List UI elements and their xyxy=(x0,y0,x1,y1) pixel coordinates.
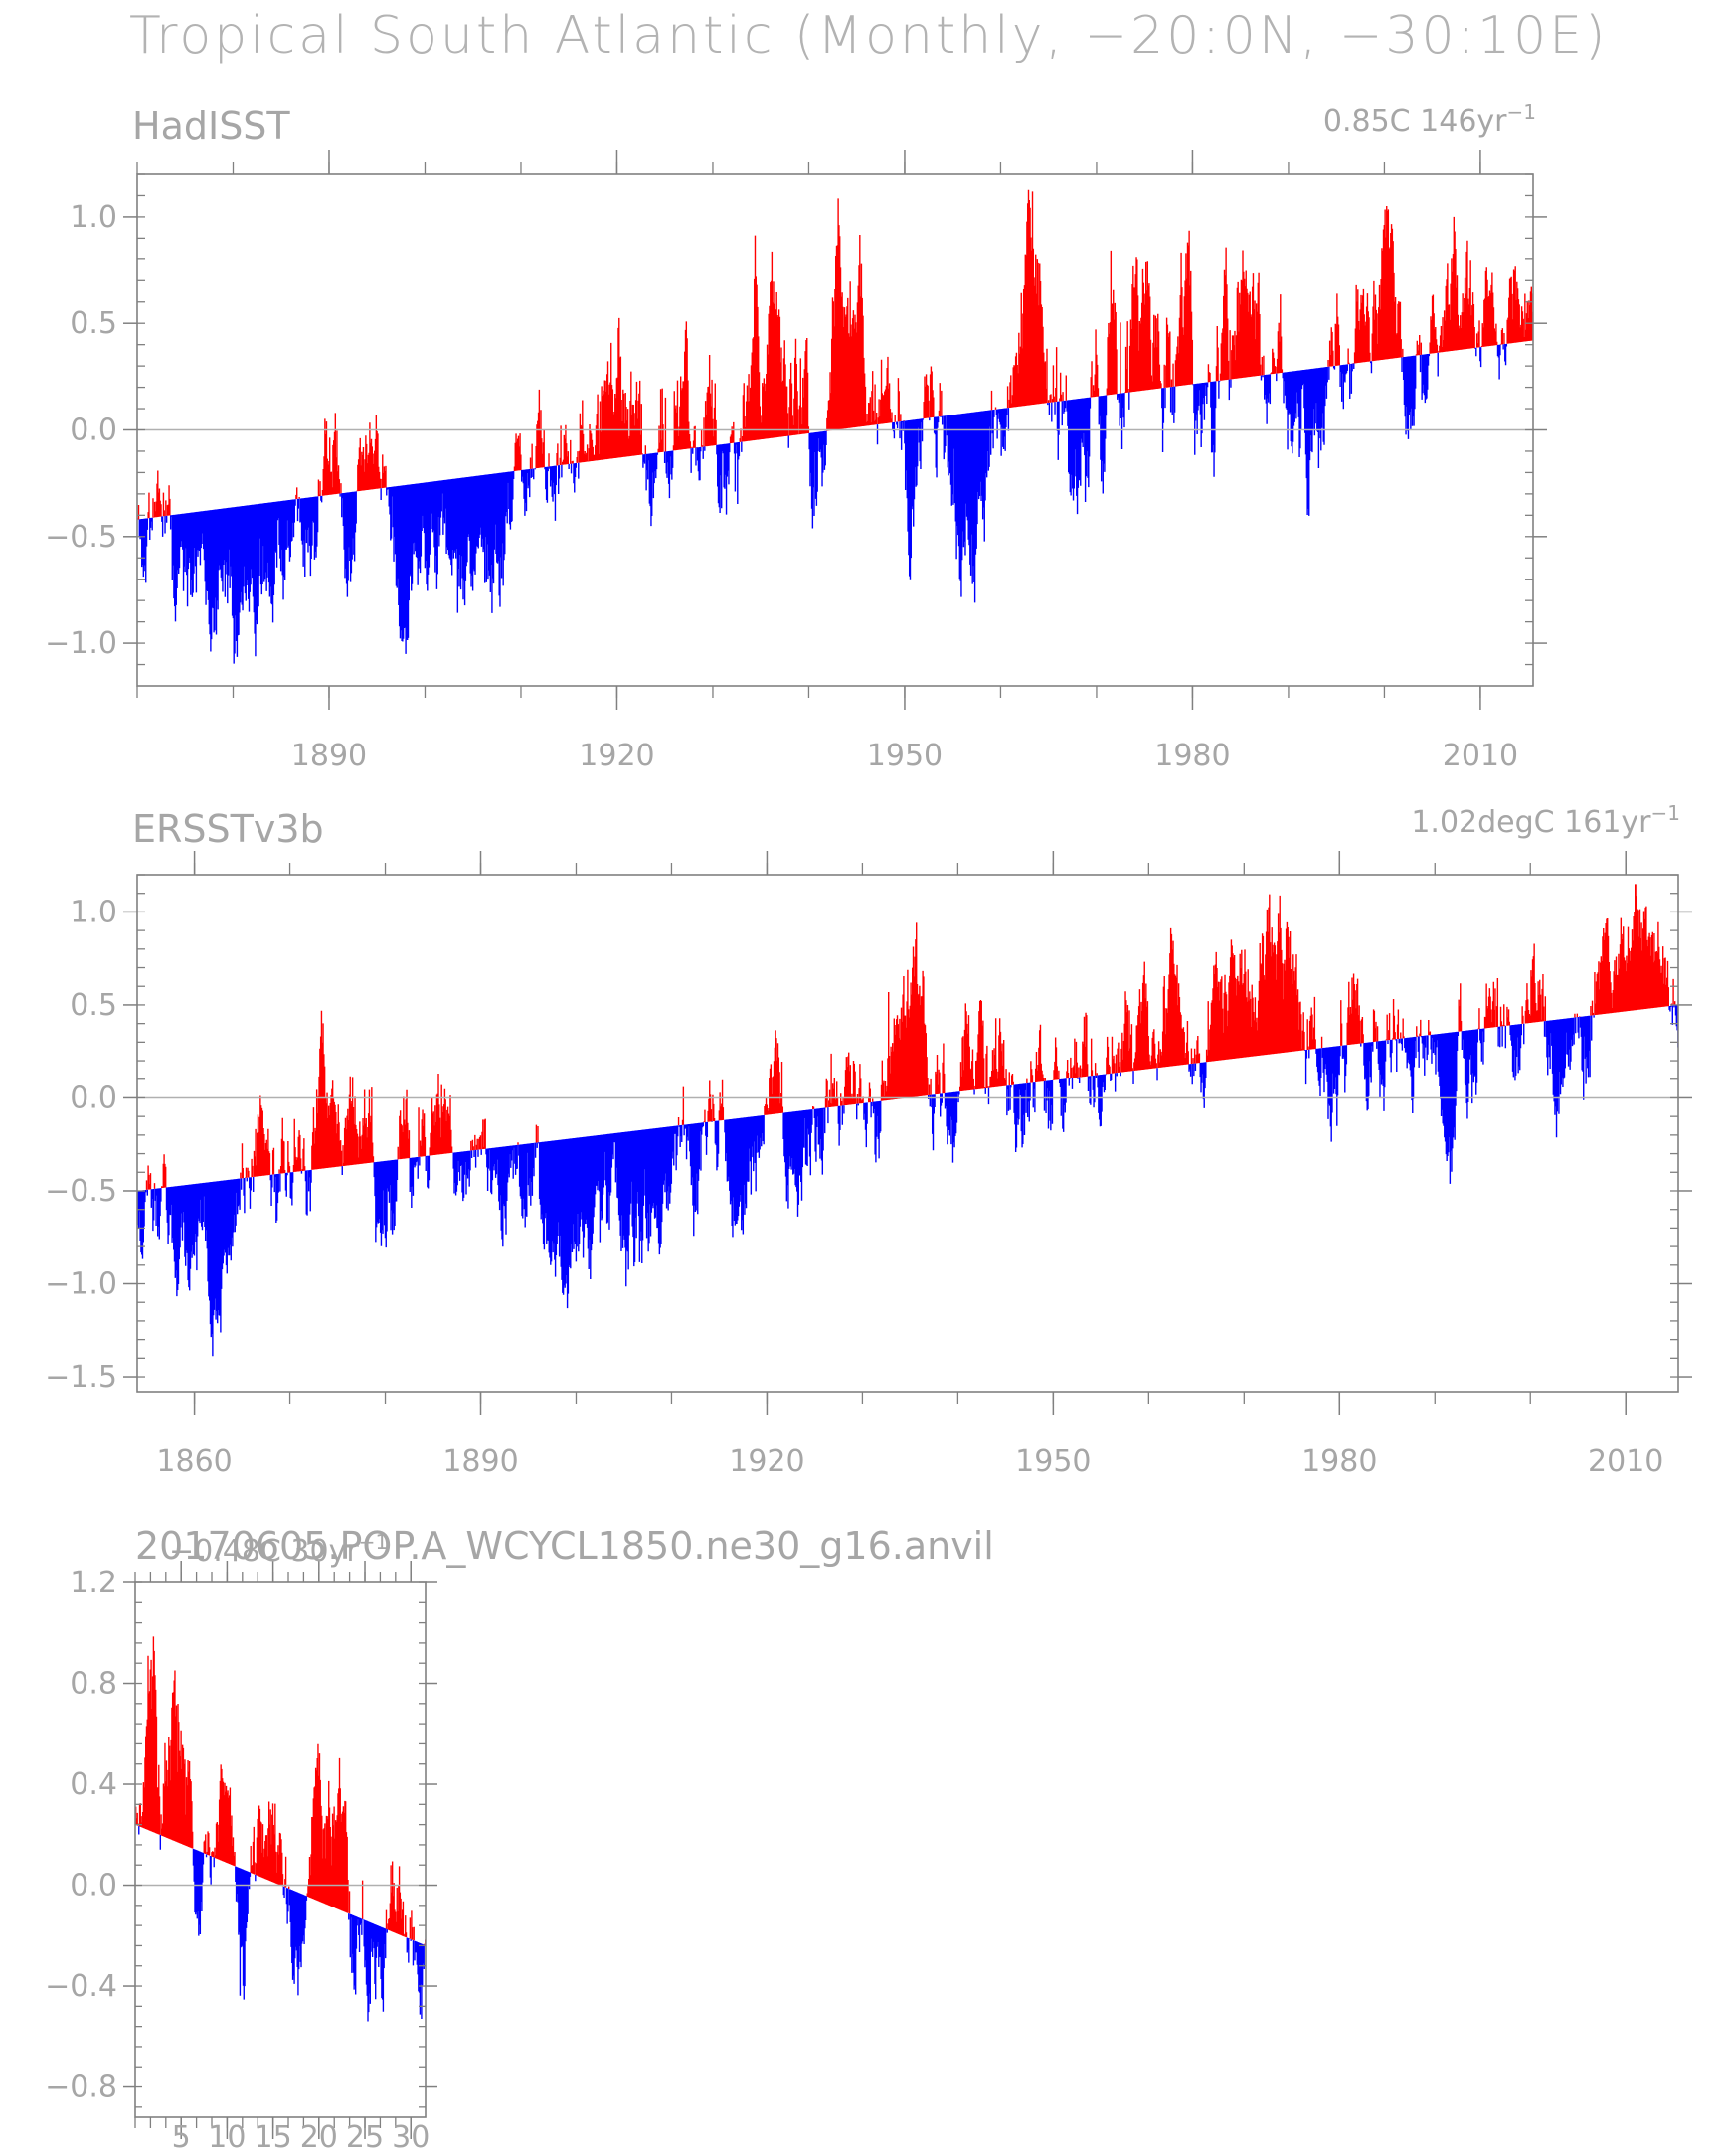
plot-frame xyxy=(134,1581,427,2118)
positive-anomaly-area xyxy=(145,884,1676,1190)
plot-frame xyxy=(136,874,1679,1393)
y-tick-label: −0.8 xyxy=(45,2071,117,2105)
x-tick-label: 2010 xyxy=(1443,739,1518,773)
x-tick-label: 30 xyxy=(392,2120,430,2155)
negative-anomaly-area xyxy=(138,343,1508,664)
x-tick-label: 1950 xyxy=(1015,1444,1091,1479)
trend-value: 1.02degC 161yr xyxy=(1411,805,1651,840)
trend-label: 0.85C 146yr−1 xyxy=(1323,100,1536,139)
trend-superscript: −1 xyxy=(359,1530,388,1554)
y-tick-label: 0.4 xyxy=(70,1767,117,1802)
y-tick-label: −0.5 xyxy=(45,1174,117,1209)
negative-anomaly-area xyxy=(138,1826,425,2022)
y-tick-label: −0.5 xyxy=(45,520,117,555)
x-tick-label: 1920 xyxy=(579,739,654,773)
y-tick-label: −1.5 xyxy=(45,1360,117,1395)
trend-value: 0.85C 146yr xyxy=(1323,104,1507,139)
x-tick-label: 5 xyxy=(172,2120,191,2155)
trend-superscript: −1 xyxy=(1651,801,1680,825)
negative-anomaly-area xyxy=(137,1004,1678,1357)
x-tick-label: 1980 xyxy=(1301,1444,1377,1479)
x-tick-label: 1890 xyxy=(291,739,367,773)
positive-anomaly-area xyxy=(137,189,1533,520)
x-tick-label: 20 xyxy=(300,2120,338,2155)
x-tick-label: 1980 xyxy=(1154,739,1230,773)
chart-panel-3: 1.2 0.8 0.4 0.0 −0.4 −0.8 5 10 15 20 25 30 20170605.… xyxy=(45,1524,994,2155)
y-tick-label: 1.2 xyxy=(70,1566,117,1600)
x-tick-label: 1950 xyxy=(867,739,943,773)
y-tick-label: 0.5 xyxy=(70,988,117,1023)
trend-value: −0.48C 30yr xyxy=(169,1534,359,1569)
x-tick-label: 1860 xyxy=(156,1444,232,1479)
y-tick-label: −0.4 xyxy=(45,1969,117,2004)
x-tick-label: 15 xyxy=(255,2120,292,2155)
x-tick-label: 10 xyxy=(208,2120,246,2155)
panel-title: ERSSTv3b xyxy=(132,807,324,851)
x-tick-label: 1920 xyxy=(729,1444,804,1479)
y-tick-label: 1.0 xyxy=(70,895,117,929)
y-tick-label: −1.0 xyxy=(45,626,117,661)
trend-label: −0.48C 30yr−1 xyxy=(169,1530,388,1569)
chart-panel-1: 1.0 0.5 0.0 −0.5 −1.0 1890 1920 1950 1980 2010 Had… xyxy=(45,100,1547,773)
x-tick-label: 2010 xyxy=(1588,1444,1663,1479)
page-title: Tropical South Atlantic (Monthly, −20:0N… xyxy=(129,6,1609,66)
y-tick-label: 0.5 xyxy=(70,306,117,341)
x-tick-label: 1890 xyxy=(442,1444,518,1479)
panel-title: 20170605.POP.A_WCYCL1850.ne30_g16.anvil xyxy=(135,1524,994,1568)
chart-panel-2: 1.0 0.5 0.0 −0.5 −1.0 −1.5 1860 1890 1920 1950 198… xyxy=(45,801,1692,1479)
y-tick-label: 0.0 xyxy=(70,1869,117,1904)
x-tick-label: 25 xyxy=(346,2120,384,2155)
positive-anomaly-area xyxy=(135,1636,426,1946)
y-tick-label: −1.0 xyxy=(45,1267,117,1302)
panel-title: HadISST xyxy=(132,104,290,148)
trend-superscript: −1 xyxy=(1507,100,1536,124)
y-tick-label: 0.0 xyxy=(70,1080,117,1115)
y-tick-label: 0.0 xyxy=(70,414,117,448)
trend-label: 1.02degC 161yr−1 xyxy=(1411,801,1680,840)
y-tick-label: 1.0 xyxy=(70,200,117,235)
y-tick-label: 0.8 xyxy=(70,1667,117,1702)
